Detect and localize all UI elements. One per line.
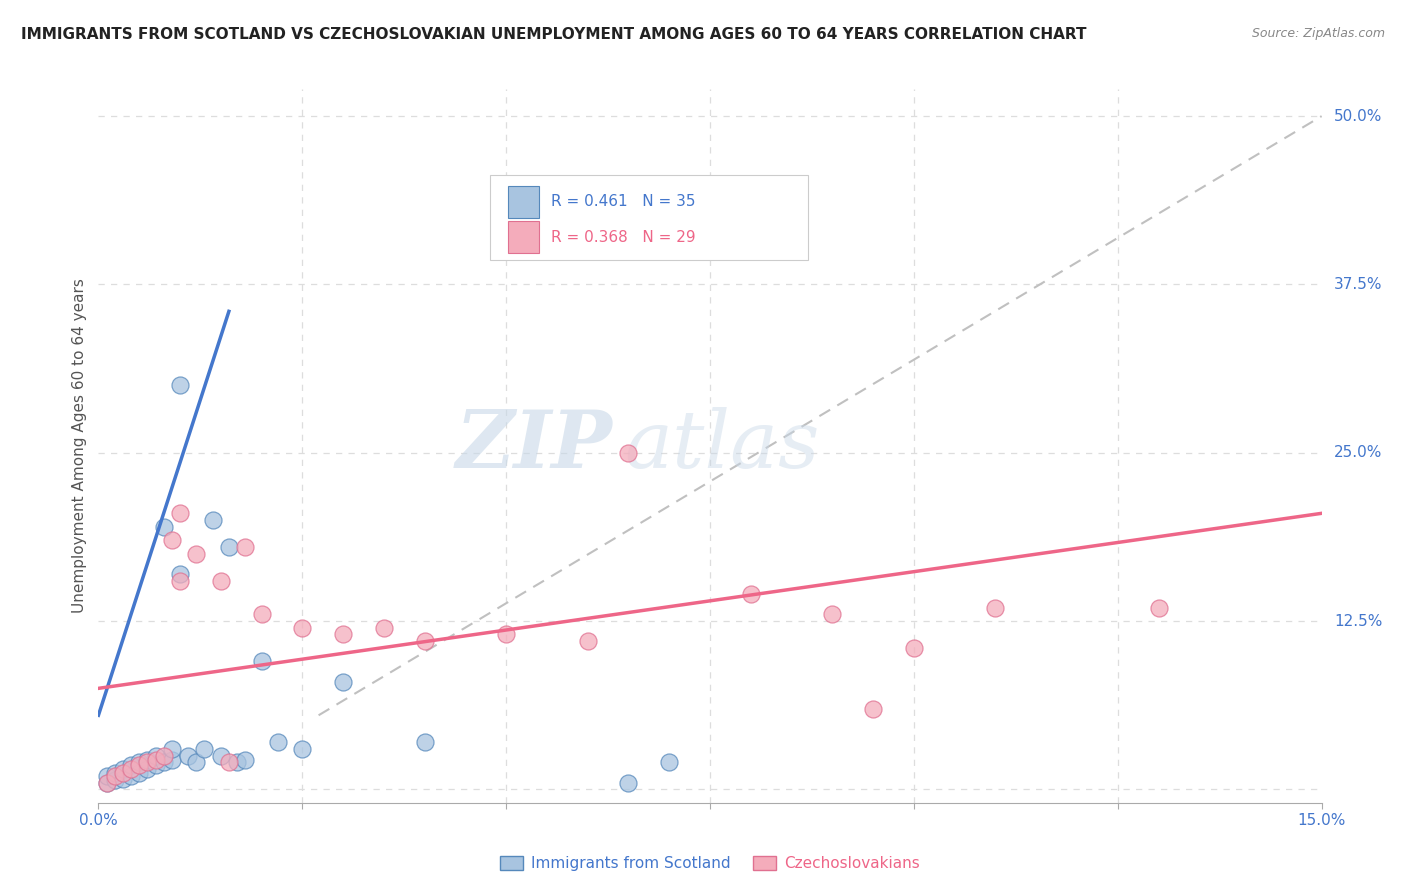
Point [169, 506, 191, 520]
Legend: Immigrants from Scotland, Czechoslovakians: Immigrants from Scotland, Czechoslovakia… [495, 850, 925, 877]
Point [740, 587, 762, 601]
Point [96, 775, 118, 789]
Point [177, 748, 200, 763]
Text: IMMIGRANTS FROM SCOTLAND VS CZECHOSLOVAKIAN UNEMPLOYMENT AMONG AGES 60 TO 64 YEA: IMMIGRANTS FROM SCOTLAND VS CZECHOSLOVAK… [21, 27, 1087, 42]
Point [128, 756, 150, 770]
Point [1147, 600, 1170, 615]
Point [120, 758, 142, 772]
Point [218, 540, 240, 554]
Text: 37.5%: 37.5% [1334, 277, 1382, 292]
Point [495, 627, 517, 641]
Point [291, 742, 314, 756]
Point [136, 753, 159, 767]
Point [169, 378, 191, 392]
Point [145, 748, 167, 763]
Point [128, 766, 150, 780]
Point [145, 758, 167, 772]
Point [152, 748, 174, 763]
Point [120, 762, 142, 776]
Point [209, 748, 232, 763]
Point [250, 655, 273, 669]
Point [193, 742, 215, 756]
Point [104, 766, 127, 780]
FancyBboxPatch shape [489, 175, 808, 260]
Point [821, 607, 844, 622]
Point [291, 621, 314, 635]
Point [862, 701, 884, 715]
Text: R = 0.461   N = 35: R = 0.461 N = 35 [551, 194, 696, 209]
Point [267, 735, 290, 749]
Point [160, 533, 183, 548]
Bar [508, 221, 538, 253]
Point [136, 762, 159, 776]
Point [111, 762, 134, 776]
Point [413, 735, 436, 749]
Bar [508, 186, 538, 218]
Point [104, 772, 127, 787]
Point [617, 446, 640, 460]
Text: R = 0.368   N = 29: R = 0.368 N = 29 [551, 230, 696, 244]
Point [332, 674, 354, 689]
Point [160, 753, 183, 767]
Y-axis label: Unemployment Among Ages 60 to 64 years: Unemployment Among Ages 60 to 64 years [72, 278, 87, 614]
Point [617, 775, 640, 789]
Point [373, 621, 395, 635]
Point [332, 627, 354, 641]
Point [152, 756, 174, 770]
Point [169, 574, 191, 588]
Text: 50.0%: 50.0% [1334, 109, 1382, 124]
Point [576, 634, 599, 648]
Point [903, 640, 925, 655]
Point [186, 756, 208, 770]
Point [136, 756, 159, 770]
Point [160, 742, 183, 756]
Point [145, 753, 167, 767]
Point [128, 758, 150, 772]
Point [152, 520, 174, 534]
Point [186, 547, 208, 561]
Point [209, 574, 232, 588]
Point [104, 769, 127, 783]
Point [111, 766, 134, 780]
Point [413, 634, 436, 648]
Point [218, 756, 240, 770]
Point [201, 513, 224, 527]
Point [233, 753, 256, 767]
Point [169, 566, 191, 581]
Text: 25.0%: 25.0% [1334, 445, 1382, 460]
Point [226, 756, 249, 770]
Text: ZIP: ZIP [456, 408, 612, 484]
Point [658, 756, 681, 770]
Text: Source: ZipAtlas.com: Source: ZipAtlas.com [1251, 27, 1385, 40]
Point [984, 600, 1007, 615]
Text: 12.5%: 12.5% [1334, 614, 1382, 629]
Point [111, 772, 134, 786]
Point [96, 769, 118, 783]
Point [233, 540, 256, 554]
Text: atlas: atlas [624, 408, 820, 484]
Point [120, 769, 142, 783]
Point [96, 775, 118, 789]
Point [250, 607, 273, 622]
